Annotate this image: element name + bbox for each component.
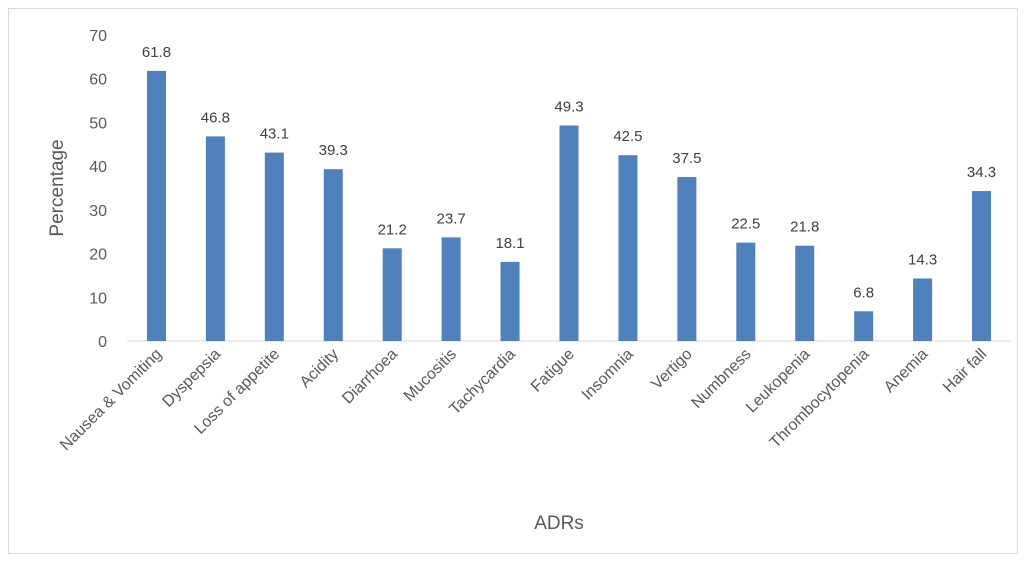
bar: [618, 155, 638, 341]
bar: [795, 245, 815, 341]
y-tick-label: 40: [89, 159, 107, 176]
data-label: 14.3: [908, 251, 937, 268]
x-tick-label: Anemia: [881, 346, 931, 396]
bar: [736, 242, 756, 341]
y-tick-label: 60: [89, 72, 107, 89]
data-label: 21.2: [378, 221, 407, 238]
bar: [205, 136, 225, 341]
bar: [500, 261, 520, 341]
data-label: 43.1: [260, 126, 289, 143]
y-tick-label: 0: [98, 334, 107, 351]
bar: [323, 169, 343, 341]
data-label: 18.1: [495, 235, 524, 252]
bar: [559, 125, 579, 341]
x-tick-label: Nausea & Vomiting: [57, 346, 165, 454]
bar: [854, 311, 874, 341]
data-label: 6.8: [853, 284, 874, 301]
y-tick-label: 50: [89, 115, 107, 132]
chart-area: 0 10 20 30 40 50 60 70 61.8 46.8 43.1 39.3 21.2 23.7…: [8, 8, 1018, 554]
data-label: 39.3: [319, 142, 348, 159]
x-tick-label: Mucositis: [401, 346, 460, 405]
x-tick-label: Vertigo: [648, 346, 695, 393]
y-tick-label: 20: [89, 247, 107, 264]
bar: [382, 248, 402, 341]
data-label: 34.3: [967, 164, 996, 181]
x-tick-label: Fatigue: [528, 346, 578, 396]
y-axis-ticks: 0 10 20 30 40 50 60 70: [89, 28, 107, 351]
y-tick-label: 70: [89, 28, 107, 45]
bar: [677, 177, 697, 341]
bar: [264, 152, 284, 341]
x-axis-title: ADRs: [534, 513, 584, 534]
data-label: 61.8: [142, 44, 171, 61]
bar: [441, 237, 461, 341]
x-tick-label: Hair fall: [940, 346, 990, 396]
data-label: 23.7: [437, 210, 466, 227]
data-label: 42.5: [613, 128, 642, 145]
bar-chart: 0 10 20 30 40 50 60 70 61.8 46.8 43.1 39.3 21.2 23.7…: [47, 28, 1011, 534]
data-label: 37.5: [672, 150, 701, 167]
data-label: 21.8: [790, 219, 819, 236]
bar-series: [146, 70, 992, 342]
data-label: 49.3: [554, 98, 583, 115]
y-axis-title: Percentage: [47, 139, 68, 236]
x-tick-label: Diarrhoea: [339, 346, 401, 408]
x-tick-label: Insomnia: [579, 346, 637, 404]
data-label: 22.5: [731, 216, 760, 233]
bar: [146, 70, 166, 342]
bar: [972, 191, 992, 341]
bar: [913, 278, 933, 341]
x-tick-label: Thrombocytopenia: [767, 346, 873, 452]
data-labels: 61.8 46.8 43.1 39.3 21.2 23.7 18.1 49.3 42.5 37.5…: [142, 44, 996, 301]
x-tick-label: Dyspepsia: [159, 346, 224, 411]
data-label: 46.8: [201, 109, 230, 126]
x-tick-label: Acidity: [297, 346, 342, 391]
y-tick-label: 30: [89, 203, 107, 220]
y-tick-label: 10: [89, 290, 107, 307]
